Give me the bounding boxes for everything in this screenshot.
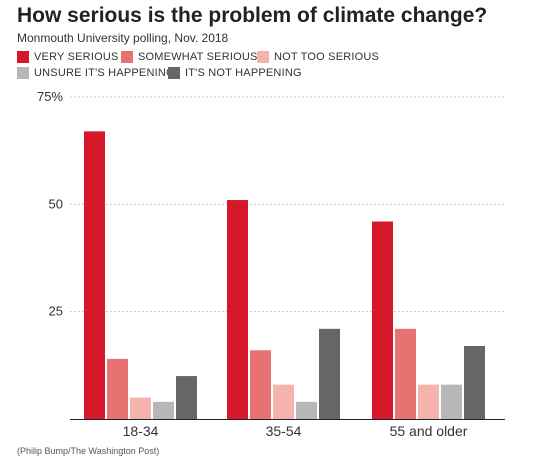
bar [464,346,485,419]
legend-label: UNSURE IT'S HAPPENING [34,67,175,79]
x-tick-label: 55 and older [390,423,468,439]
bar [84,131,105,419]
bar [153,401,174,419]
bar [441,384,462,419]
legend-label: IT'S NOT HAPPENING [185,67,302,79]
bar [250,350,271,419]
bar [395,328,416,419]
legend-swatch [17,67,29,79]
y-tick-label: 50 [49,196,63,211]
legend-swatch [257,51,269,63]
bar [227,200,248,419]
bar [319,328,340,419]
legend: VERY SERIOUS SOMEWHAT SERIOUS NOT TOO SE… [17,50,517,82]
legend-swatch [121,51,133,63]
y-tick-label: 75% [37,89,63,104]
x-tick-label: 35-54 [266,423,302,439]
bar [296,401,317,419]
legend-swatch [17,51,29,63]
x-tick-label: 18-34 [123,423,159,439]
legend-label: SOMEWHAT SERIOUS [138,51,258,63]
legend-label: VERY SERIOUS [34,51,119,63]
bar [130,397,151,419]
legend-label: NOT TOO SERIOUS [274,51,380,63]
bar [273,384,294,419]
bar [176,376,197,419]
chart-title: How serious is the problem of climate ch… [17,4,488,27]
chart-subtitle: Monmouth University polling, Nov. 2018 [17,31,229,45]
bar [372,221,393,419]
y-tick-label: 25 [49,304,63,319]
bar [107,358,128,419]
legend-swatch [168,67,180,79]
source-credit: (Philip Bump/The Washington Post) [17,446,160,456]
bar [418,384,439,419]
